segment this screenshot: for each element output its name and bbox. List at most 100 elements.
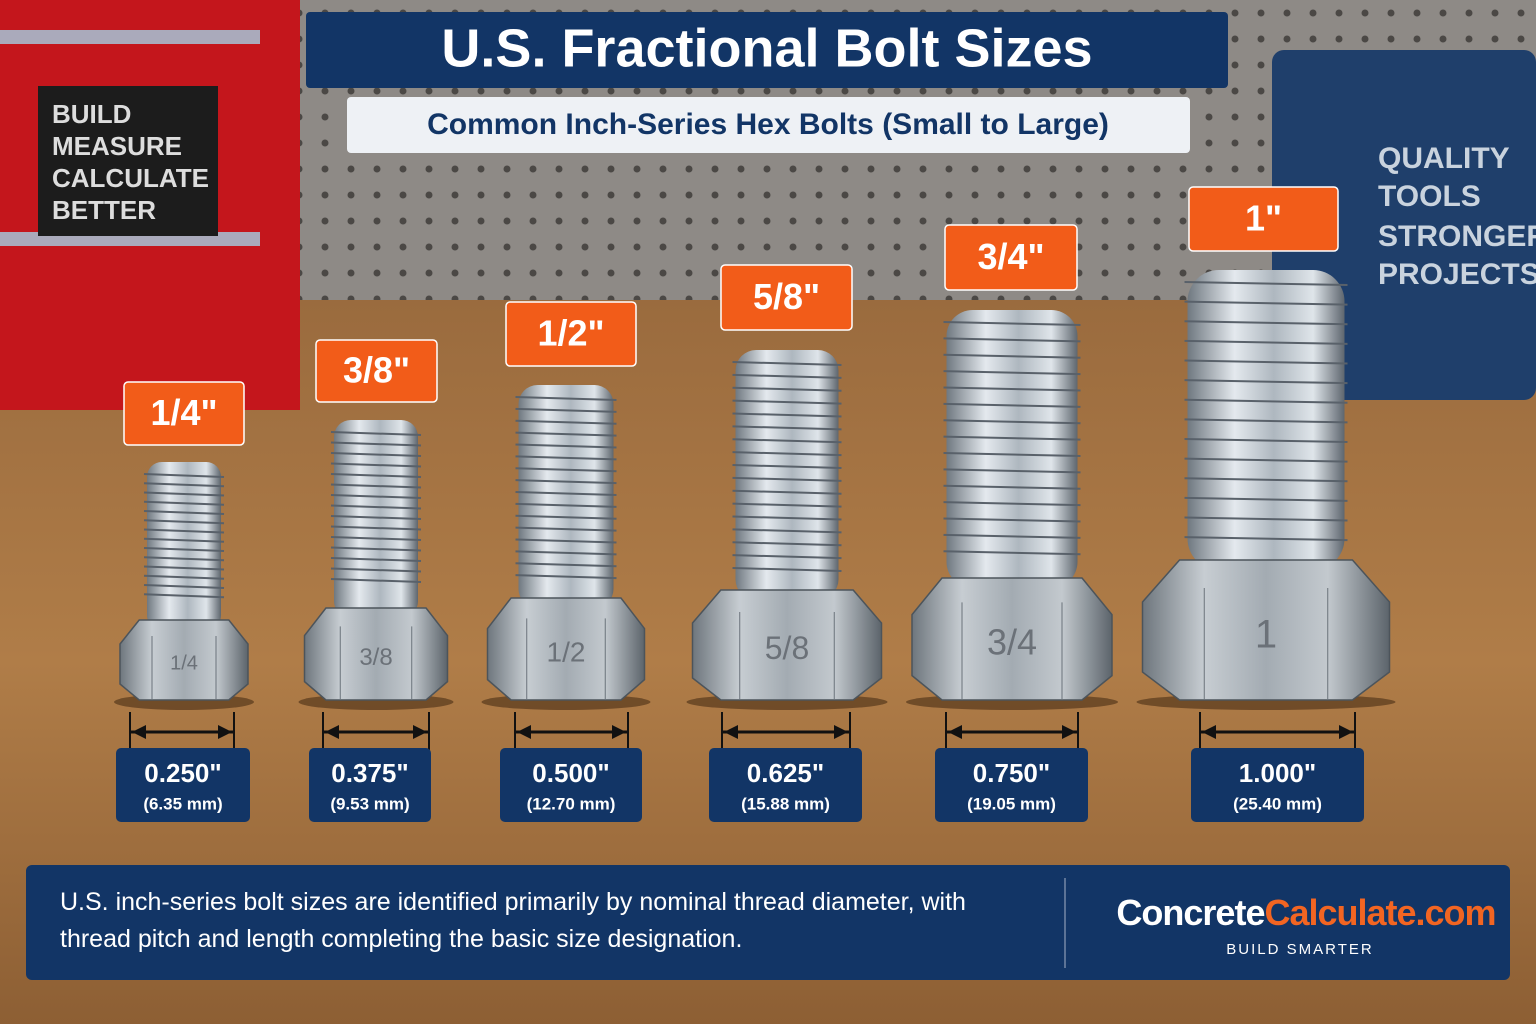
size-label: 5/8" xyxy=(753,276,820,317)
brand: ConcreteCalculate.com xyxy=(1116,892,1495,933)
value-box xyxy=(709,748,862,822)
thread xyxy=(732,528,842,534)
footer-box xyxy=(26,865,1510,980)
arrow-head xyxy=(948,725,962,739)
thread xyxy=(330,504,422,510)
thread xyxy=(330,567,422,573)
thread xyxy=(943,501,1081,507)
thread xyxy=(732,412,842,418)
thread xyxy=(732,554,842,560)
thread xyxy=(330,525,422,531)
thread xyxy=(732,567,842,572)
thread xyxy=(330,473,422,478)
thread xyxy=(732,515,842,521)
footer-text-wrap: U.S. inch-series bolt sizes are identifi… xyxy=(60,888,966,953)
thread xyxy=(943,435,1081,441)
inch-value: 0.500" xyxy=(532,758,609,788)
size-label: 1/4" xyxy=(150,392,217,433)
head-mark: 1/4 xyxy=(170,652,198,674)
thread xyxy=(732,541,842,547)
thread xyxy=(143,528,225,534)
arrow-head xyxy=(132,725,146,739)
thread xyxy=(515,407,617,413)
drawer-sign xyxy=(38,86,218,236)
arrow-head xyxy=(218,725,232,739)
size-label-box xyxy=(720,264,853,331)
size-label-box xyxy=(1188,186,1339,252)
drawer-sign-text: BUILD MEASURE CALCULATE BETTER xyxy=(52,99,209,225)
mm-value: (19.05 mm) xyxy=(967,794,1056,813)
arrow-head xyxy=(413,725,427,739)
mm-value: (6.35 mm) xyxy=(143,794,222,813)
thread xyxy=(943,484,1081,490)
inch-value: 0.750" xyxy=(973,758,1050,788)
size-label: 3/8" xyxy=(343,350,410,391)
inch-value: 0.375" xyxy=(331,758,408,788)
size-label-box xyxy=(123,381,245,446)
thread xyxy=(943,533,1081,539)
thread xyxy=(1184,300,1348,306)
thread xyxy=(1184,516,1348,522)
shank xyxy=(147,462,221,630)
head-mark: 1/2 xyxy=(547,636,586,667)
size-label: 3/4" xyxy=(977,236,1044,277)
subtitle-box xyxy=(347,97,1190,153)
thread xyxy=(143,519,225,525)
brand-a: Concrete xyxy=(1116,892,1264,933)
thread xyxy=(943,370,1081,376)
thread xyxy=(330,546,422,552)
title-box xyxy=(306,12,1228,88)
thread xyxy=(143,473,225,478)
shank xyxy=(518,385,614,608)
thread xyxy=(1184,359,1348,365)
thread xyxy=(943,353,1081,359)
value-box xyxy=(500,748,642,822)
mm-value: (25.40 mm) xyxy=(1233,794,1322,813)
thread xyxy=(1184,438,1348,443)
thread xyxy=(732,373,842,379)
arrow-head xyxy=(1062,725,1076,739)
thread xyxy=(330,441,422,447)
value-box xyxy=(116,748,250,822)
sign-line: BUILD xyxy=(52,99,131,129)
thread xyxy=(943,337,1081,343)
sign-line: CALCULATE xyxy=(52,163,209,193)
drawer-handle xyxy=(0,30,260,44)
mm-value: (15.88 mm) xyxy=(741,794,830,813)
thread xyxy=(732,451,842,457)
size-label: 1" xyxy=(1245,198,1282,239)
thread xyxy=(330,557,422,562)
thread xyxy=(1184,477,1348,483)
thread xyxy=(143,547,225,552)
inch-value: 0.625" xyxy=(747,758,824,788)
thread xyxy=(515,538,617,544)
thread xyxy=(943,550,1081,556)
arrow-head xyxy=(724,725,738,739)
thread xyxy=(1184,320,1348,326)
thread xyxy=(732,386,842,392)
thread xyxy=(943,402,1081,408)
title: U.S. Fractional Bolt Sizes xyxy=(441,18,1092,78)
sign-line: STRONGER xyxy=(1378,220,1536,253)
case-sign-text: QUALITY TOOLS STRONGER PROJECTS xyxy=(1378,142,1536,291)
sign-line: TOOLS xyxy=(1378,180,1481,213)
thread xyxy=(1184,496,1348,502)
mm-value: (9.53 mm) xyxy=(330,794,409,813)
thread xyxy=(943,419,1081,425)
thread xyxy=(1184,379,1348,385)
inch-value: 0.250" xyxy=(144,758,221,788)
thread xyxy=(330,462,422,468)
inch-value: 1.000" xyxy=(1239,758,1316,788)
value-box xyxy=(309,748,431,822)
arrow-head xyxy=(834,725,848,739)
arrow-head xyxy=(612,725,626,739)
thread xyxy=(515,562,617,568)
thread xyxy=(515,514,617,520)
thread xyxy=(143,491,225,497)
thread xyxy=(143,556,225,562)
thread xyxy=(330,536,422,541)
thread xyxy=(143,593,225,599)
head-mark: 1 xyxy=(1255,613,1277,657)
thread xyxy=(943,386,1081,392)
